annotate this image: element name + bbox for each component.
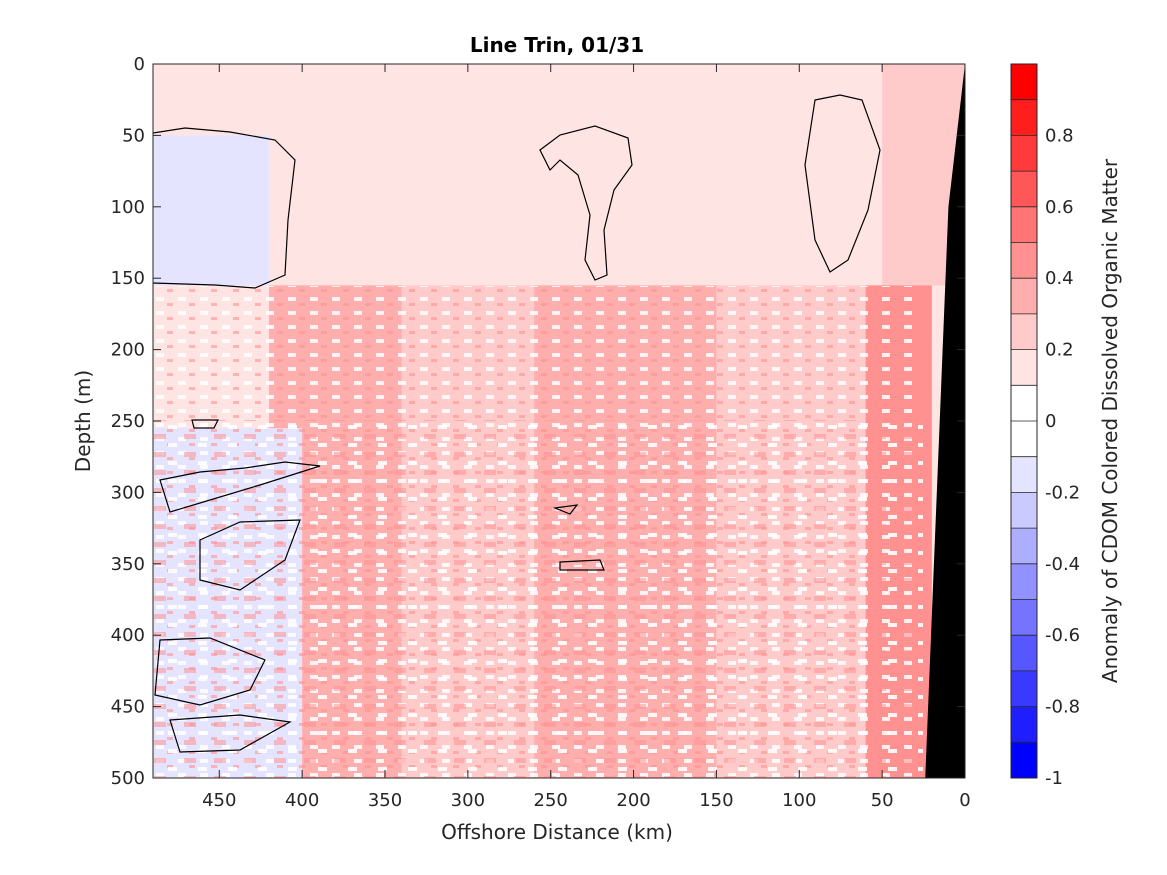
anomaly-region-5 [733,64,883,286]
x-tick-label: 300 [451,790,485,811]
x-tick-label: 450 [202,790,236,811]
zero-contour-8 [191,419,219,429]
zero-contour-9 [552,504,579,515]
y-tick-label: 350 [111,554,145,575]
colorbar-level-8 [1011,349,1037,386]
colorbar-ticks: 0.8 0.6 0.4 0.2 0 -0.2 -0.4 -0.6 -0.8 -1 [1045,125,1080,789]
y-tick-label: 50 [122,125,145,146]
x-axis: 450 400 350 300 250 200 150 100 50 0 [202,64,971,811]
y-tick-label: 400 [111,625,145,646]
zero-contour-5 [199,519,301,591]
colorbar-frame [1010,63,1038,779]
chart-title: Line Trin, 01/31 [470,33,644,57]
deep-texture-b [153,420,923,778]
x-tick-label: 350 [368,790,402,811]
colorbar-level-10 [1011,421,1037,457]
x-tick-label: 200 [616,790,650,811]
x-tick-label: 50 [871,790,894,811]
colorbar-tick-label: -0.6 [1045,625,1080,646]
colorbar-level-15 [1011,599,1037,636]
colorbar-level-9 [1011,385,1037,421]
y-tick-label: 0 [134,54,145,75]
colorbar-level-5 [1011,242,1037,279]
y-tick-label: 500 [111,768,145,789]
x-tick-label: 400 [285,790,319,811]
colorbar-level-13 [1011,528,1037,564]
x-tick-label: 100 [782,790,816,811]
colorbar-level-12 [1011,492,1037,529]
seafloor-mask [925,64,965,778]
colorbar-tick-label: 0.6 [1045,197,1074,218]
y-axis-label: Depth (m) [71,370,95,472]
zero-contour-1 [153,127,296,289]
colorbar [1011,63,1037,778]
y-axis: 0 50 100 150 200 250 300 350 400 450 500 [111,54,965,789]
colorbar-level-7 [1011,313,1037,350]
x-tick-label: 250 [534,790,568,811]
colorbar-level-17 [1011,670,1037,707]
y-tick-label: 150 [111,268,145,289]
colorbar-level-6 [1011,278,1037,314]
colorbar-tick-label: 0.4 [1045,268,1074,289]
colorbar-level-11 [1011,456,1037,493]
colorbar-level-0 [1011,64,1037,100]
colorbar-level-4 [1011,206,1037,243]
colorbar-tick-label: -0.8 [1045,697,1080,718]
colorbar-level-16 [1011,635,1037,671]
zero-contour-2 [539,125,633,281]
colorbar-tick-label: 0.2 [1045,340,1074,361]
colorbar-tick-label: -0.4 [1045,554,1080,575]
zero-contour-7 [169,714,292,753]
colorbar-level-18 [1011,706,1037,743]
zero-contour-10 [559,559,605,571]
x-tick-label: 150 [699,790,733,811]
colorbar-level-19 [1011,742,1037,778]
colorbar-tick-label: 0 [1045,411,1056,432]
zero-contour-3 [804,94,881,273]
anomaly-region-7 [153,135,269,286]
zero-contour-6 [154,637,266,706]
y-tick-label: 100 [111,197,145,218]
y-tick-label: 450 [111,697,145,718]
anomaly-region-0 [153,64,269,129]
anomaly-region-3 [418,64,551,286]
colorbar-label: Anomaly of CDOM Colored Dissolved Organi… [1098,158,1122,683]
x-axis-label: Offshore Distance (km) [441,820,673,844]
colorbar-tick-label: 0.8 [1045,125,1074,146]
colorbar-level-3 [1011,171,1037,207]
y-tick-label: 200 [111,340,145,361]
colorbar-tick-label: -1 [1045,768,1063,789]
colorbar-level-14 [1011,563,1037,600]
colorbar-level-1 [1011,99,1037,136]
x-tick-label: 0 [959,790,970,811]
y-tick-label: 250 [111,411,145,432]
zero-contour-4 [159,461,321,513]
colorbar-level-2 [1011,135,1037,172]
anomaly-region-4 [550,64,733,286]
y-tick-label: 300 [111,482,145,503]
colorbar-tick-label: -0.2 [1045,482,1080,503]
